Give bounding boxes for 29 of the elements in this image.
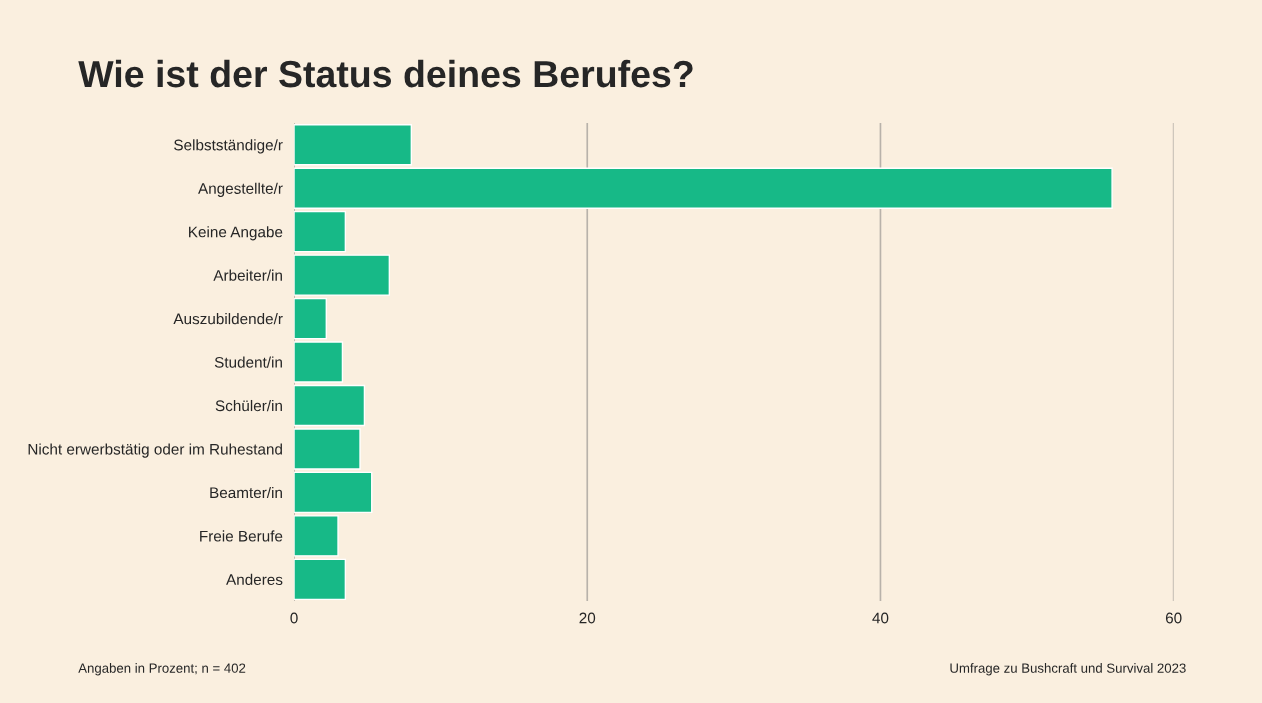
y-tick-label: Auszubildende/r: [173, 313, 283, 325]
y-tick-label: Student/in: [214, 356, 282, 368]
bar: [294, 124, 413, 166]
bar: [294, 384, 366, 427]
text: Umfrage zu Bushcraft und Survival 2023: [950, 663, 1186, 676]
y-tick-label: Schüler/in: [215, 399, 282, 412]
x-tick-label: 60: [1165, 612, 1182, 624]
x-tick-label: 20: [579, 612, 596, 624]
y-tick-label: Selbstständige/r: [174, 139, 283, 154]
y-tick-label: Beamter/in: [210, 486, 282, 499]
bar: [294, 558, 347, 601]
bar: [294, 210, 347, 253]
bar: [294, 428, 361, 470]
y-tick-label: Freie Berufe: [200, 530, 283, 542]
y-tick-label: Anderes: [226, 573, 283, 586]
bar: [294, 297, 327, 340]
chart-title: Wie ist der Status deines Berufes?: [78, 59, 693, 88]
bar: [294, 254, 391, 296]
x-tick-label: 40: [872, 612, 889, 624]
y-tick-label: Nicht erwerbstätig oder im Ruhestand: [28, 443, 282, 458]
bar: [294, 515, 339, 557]
y-tick-label: Arbeiter/in: [213, 269, 282, 281]
x-tick-label: 0: [290, 612, 298, 624]
bar: [294, 471, 373, 514]
bar: [294, 341, 344, 383]
text: Angaben in Prozent; n = 402: [78, 663, 246, 676]
y-tick-label: Keine Angabe: [189, 226, 283, 241]
bar: [294, 167, 1113, 209]
y-tick-label: Angestellte/r: [198, 182, 283, 197]
